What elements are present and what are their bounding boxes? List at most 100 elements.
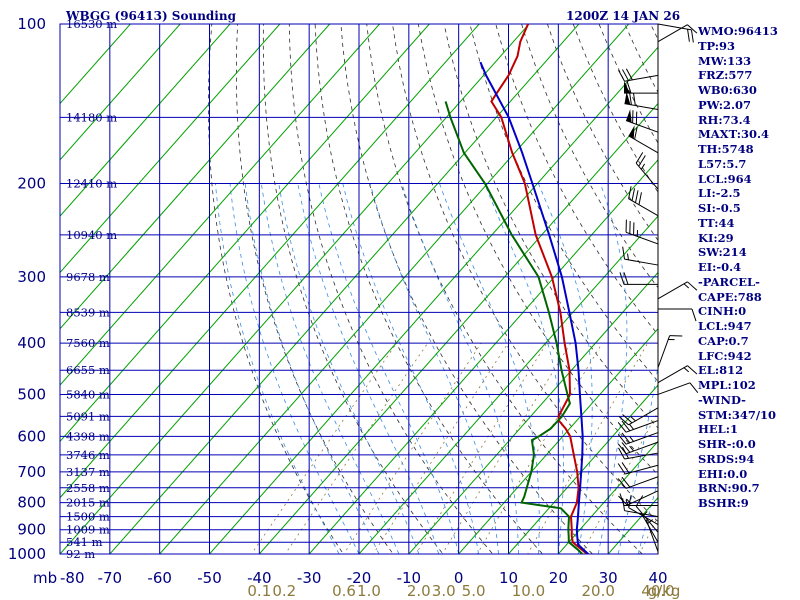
- index-item: FRZ:577: [698, 68, 753, 83]
- index-item: BRN:90.7: [698, 481, 760, 496]
- height-label: 3137 m: [66, 465, 110, 479]
- wind-barb-shaft: [657, 23, 692, 31]
- wind-barb-flag: [624, 91, 631, 105]
- wind-barb-full: [691, 308, 697, 322]
- mixing-ratio-label: 3.0: [432, 582, 456, 600]
- pressure-tick-label: 600: [17, 427, 46, 445]
- isotherm-line: [60, 24, 530, 554]
- wind-barb-shaft: [635, 505, 659, 533]
- height-label: 6655 m: [66, 363, 110, 377]
- moist-adiabat: [318, 183, 460, 554]
- wind-barb-full: [626, 80, 632, 94]
- pressure-unit-label: mb: [33, 569, 57, 587]
- wind-barb-shaft: [628, 135, 659, 154]
- height-label: 7560 m: [66, 336, 110, 350]
- index-item: MPL:102: [698, 378, 756, 392]
- height-label: 1009 m: [66, 523, 110, 537]
- index-item: EL:812: [698, 363, 744, 378]
- wind-barb-full: [638, 155, 646, 167]
- wind-barb-shaft: [628, 198, 659, 217]
- wind-barb-full: [621, 420, 631, 432]
- wind-barb-shaft: [626, 490, 659, 506]
- grid: [59, 23, 659, 555]
- index-item: BSHR:9: [698, 496, 749, 510]
- wind-barb-shaft: [625, 231, 659, 245]
- wind-barb-shaft: [625, 432, 659, 445]
- wind-barb-full: [638, 192, 642, 205]
- wind-barb-full: [687, 29, 690, 42]
- wind-barb: [628, 186, 659, 217]
- isotherm-line: [408, 271, 658, 554]
- temperature-tick-label: -40: [247, 569, 272, 587]
- mixing-ratio-line: [441, 342, 572, 554]
- index-item: WMO:96413: [698, 24, 778, 38]
- temperature-tick-label: -70: [98, 569, 123, 587]
- wind-barb-shaft: [625, 464, 659, 475]
- moist-adiabat: [538, 183, 593, 554]
- wind-barb-shaft: [657, 24, 688, 43]
- index-item: LI:-2.5: [698, 186, 741, 201]
- isotherm-line: [358, 215, 658, 554]
- wind-barb: [618, 68, 659, 82]
- wind-barb-full: [632, 92, 636, 106]
- wind-barb: [618, 446, 659, 460]
- wind-barb: [617, 420, 659, 433]
- temperature-tick-label: 10: [499, 569, 518, 587]
- wind-barb-full: [621, 446, 629, 459]
- wind-barb-full: [628, 495, 632, 508]
- temperature-tick-label: 20: [549, 569, 568, 587]
- index-item: CINH:0: [698, 304, 747, 319]
- index-item: LCL:964: [698, 171, 752, 186]
- index-item: TH:5748: [698, 142, 754, 156]
- index-item: EI:-0.4: [698, 260, 742, 274]
- isotherm-line: [208, 46, 658, 554]
- height-label: 541 m: [66, 535, 103, 549]
- temperature-line: [490, 24, 590, 554]
- wind-barb-full: [618, 416, 629, 426]
- wind-barb: [657, 23, 694, 43]
- index-item: L57:5.7: [698, 156, 747, 171]
- wind-barb-shaft: [625, 120, 659, 133]
- wind-barb-full: [631, 188, 636, 201]
- pressure-tick-label: 200: [17, 175, 46, 193]
- dry-adiabat: [235, 24, 394, 554]
- index-item: SW:214: [698, 245, 747, 260]
- temperature-tick-label: -20: [347, 569, 372, 587]
- wind-barb-full: [621, 476, 631, 488]
- isotherm-line: [60, 24, 331, 330]
- isotherm-line: [258, 102, 658, 554]
- moist-adiabat: [369, 183, 499, 554]
- height-label: 2015 m: [66, 496, 110, 510]
- height-label: 12410 m: [66, 177, 117, 191]
- isotherm-line: [60, 24, 231, 217]
- wind-barb: [635, 152, 659, 190]
- parcel-line: [479, 61, 590, 554]
- pressure-tick-label: 1000: [8, 545, 46, 563]
- mixing-ratio-line: [372, 342, 509, 554]
- wind-barb-shaft: [624, 452, 659, 460]
- wind-barb: [624, 80, 658, 94]
- indices-panel: WMO:96413 TP:93 MW:133 FRZ:577 WB0:630 PW:2.0…: [698, 24, 778, 511]
- wind-barb-shaft: [624, 258, 659, 266]
- isotherm-line: [60, 24, 132, 105]
- wind-barb-half: [626, 498, 632, 504]
- wind-barb-shaft: [635, 162, 659, 190]
- pressure-tick-label: 900: [17, 521, 46, 539]
- mixing-ratio-line: [284, 342, 429, 554]
- moist-adiabat: [597, 183, 628, 554]
- wind-barb-shaft: [625, 476, 659, 489]
- index-item: TT:44: [698, 215, 735, 230]
- temperature-tick-label: -50: [197, 569, 222, 587]
- isotherm-line: [308, 159, 658, 554]
- wind-barb: [657, 365, 698, 384]
- wind-barb-shaft: [657, 335, 671, 368]
- pressure-tick-label: 500: [17, 385, 46, 403]
- background-lines: [60, 24, 658, 554]
- wind-barb-full: [690, 29, 694, 43]
- index-item: HEL:1: [698, 422, 738, 437]
- mixing-ratio-label: 1.0: [357, 582, 381, 600]
- index-item: STM:347/10: [698, 407, 777, 422]
- dry-adiabat: [366, 24, 643, 554]
- wind-barb-full: [618, 447, 625, 460]
- isotherm-line: [60, 24, 181, 161]
